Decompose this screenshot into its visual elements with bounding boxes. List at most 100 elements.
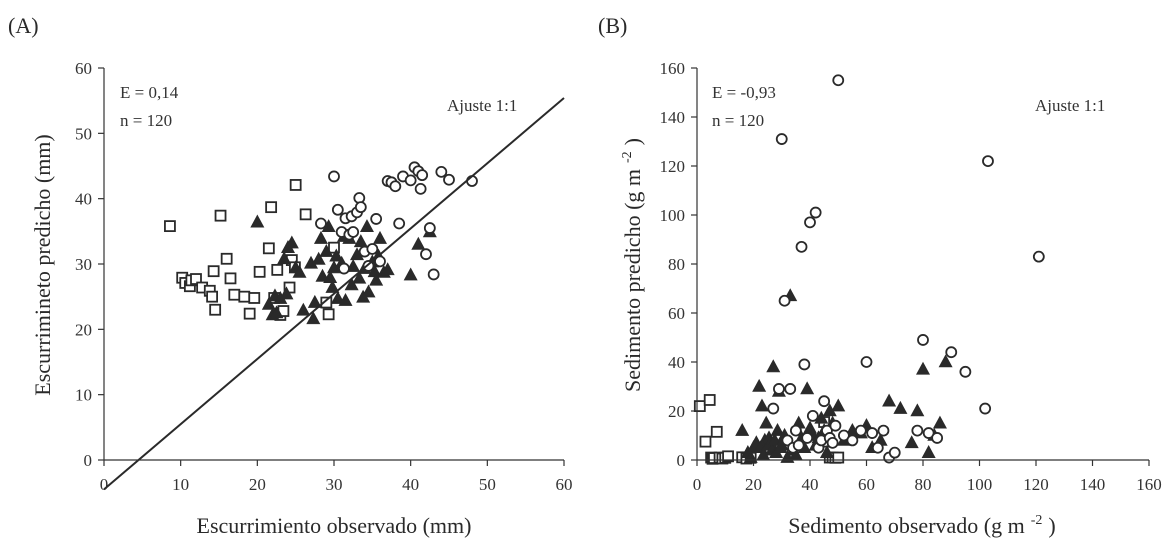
data-point-circle — [979, 402, 992, 415]
data-point-circle — [917, 334, 929, 346]
y-axis-title-b: Sedimento predicho (g m -2) — [620, 138, 645, 392]
x-tick-label: 0 — [100, 475, 109, 494]
data-point-circle — [829, 419, 842, 432]
y-tick-label: 10 — [75, 386, 92, 405]
x-tick-label: 20 — [745, 475, 762, 494]
data-point-square — [322, 308, 335, 321]
data-point-triangle — [306, 311, 321, 325]
data-point-circle — [427, 268, 440, 281]
data-point-triangle — [932, 415, 947, 429]
fit-line-label-b: Ajuste 1:1 — [1035, 96, 1105, 115]
data-point-triangle — [752, 378, 767, 392]
data-point-triangle — [313, 230, 328, 244]
efficiency-annotation-b: E = -0,93 — [712, 83, 776, 102]
data-point-triangle — [338, 292, 353, 306]
data-point-square — [320, 296, 333, 309]
data-point-circle — [809, 206, 822, 219]
data-point-triangle — [372, 230, 388, 244]
data-point-circle — [911, 424, 924, 437]
data-point-triangle — [319, 243, 334, 257]
data-point-circle — [1032, 250, 1045, 263]
data-point-circle — [832, 74, 845, 87]
data-point-circle — [806, 409, 819, 422]
x-axis-title-b-main: Sedimento observado (g m — [788, 513, 1024, 538]
y-tick-label: 60 — [75, 59, 92, 78]
data-point-triangle — [831, 398, 846, 412]
data-point-circle — [354, 201, 367, 214]
data-point-triangle — [403, 267, 418, 281]
data-point-triangle — [344, 277, 359, 291]
x-tick-label: 30 — [326, 475, 343, 494]
data-point-triangle — [904, 435, 919, 449]
data-point-square — [220, 252, 233, 265]
x-ticks-b: 0 20 40 60 80 100 120 140 160 — [693, 460, 1162, 494]
data-point-circle — [404, 174, 417, 187]
data-point-square — [289, 179, 302, 191]
y-ticks-b: 0 20 40 60 80 100 120 140 160 — [660, 59, 697, 470]
data-point-triangle — [279, 286, 294, 300]
y-tick-label: 60 — [668, 304, 685, 323]
data-point-circle — [801, 432, 814, 444]
data-point-square — [243, 307, 256, 320]
data-point-triangle — [346, 258, 361, 272]
data-point-triangle — [819, 445, 834, 458]
data-point-triangle — [352, 270, 367, 284]
data-point-circle — [393, 217, 406, 230]
data-point-circle — [860, 356, 873, 368]
data-point-triangle — [269, 305, 284, 319]
fit-line-label-a: Ajuste 1:1 — [447, 96, 517, 115]
data-point-circle — [982, 155, 994, 168]
data-point-square — [248, 292, 261, 304]
data-point-triangle — [250, 214, 265, 228]
x-axis-title-b: Sedimento observado (g m -2) — [788, 513, 1055, 538]
data-point-triangle — [411, 236, 426, 250]
data-point-square — [190, 273, 202, 285]
y-tick-label: 0 — [84, 451, 93, 470]
y-tick-label: 100 — [660, 206, 686, 225]
data-point-circle — [838, 429, 850, 442]
data-point-triangle — [800, 381, 815, 395]
data-point-square — [224, 272, 237, 285]
data-point-triangle — [330, 290, 345, 304]
data-point-triangle — [325, 279, 340, 293]
data-point-triangle — [766, 359, 781, 373]
x-tick-label: 60 — [858, 475, 875, 494]
y-tick-label: 0 — [677, 451, 686, 470]
data-point-triangle — [767, 432, 782, 446]
data-point-circle — [366, 243, 379, 255]
data-point-circle — [443, 173, 455, 186]
data-point-square — [271, 263, 284, 276]
fit-line-a — [103, 97, 565, 491]
data-point-circle — [420, 248, 432, 261]
y-tick-label: 140 — [660, 108, 686, 127]
data-point-circle — [792, 439, 805, 452]
data-point-triangle — [296, 302, 311, 316]
data-point-square — [253, 265, 266, 278]
points-b — [693, 74, 1045, 465]
count-annotation-a: n = 120 — [120, 111, 172, 130]
data-point-circle — [389, 180, 402, 193]
data-point-square — [699, 435, 712, 448]
chart-b: (B) E = -0,93 n = 120 Ajuste 1:1 0 20 40 60… — [598, 13, 1162, 538]
data-point-circle — [338, 262, 350, 275]
data-point-square — [299, 208, 312, 221]
data-point-circle — [435, 165, 448, 178]
y-axis-title-b-tail: ) — [620, 138, 645, 145]
data-point-triangle — [311, 251, 326, 265]
data-point-circle — [959, 365, 972, 378]
y-tick-label: 160 — [660, 59, 686, 78]
data-point-square — [722, 450, 734, 463]
y-tick-label: 120 — [660, 157, 686, 176]
x-tick-label: 80 — [915, 475, 932, 494]
panel-label-b: (B) — [598, 13, 627, 38]
data-point-circle — [347, 226, 360, 238]
x-tick-label: 40 — [802, 475, 819, 494]
data-point-circle — [331, 203, 344, 216]
y-axis-title-b-main: Sedimento predicho (g m — [620, 169, 645, 392]
data-point-circle — [423, 222, 436, 234]
x-tick-label: 140 — [1080, 475, 1106, 494]
data-point-circle — [374, 255, 386, 268]
x-tick-label: 0 — [693, 475, 702, 494]
data-point-circle — [854, 424, 867, 437]
data-point-circle — [315, 217, 327, 230]
